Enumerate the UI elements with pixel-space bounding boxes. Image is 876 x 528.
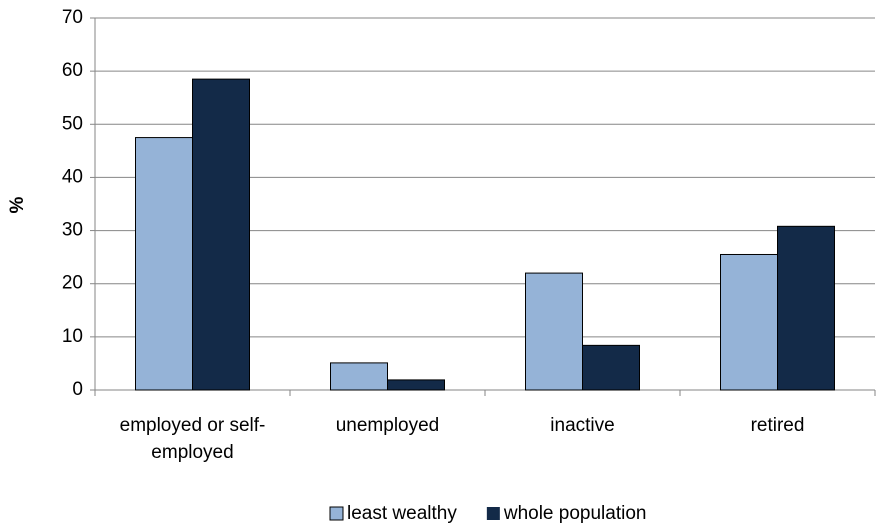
y-tick-label: 0 <box>72 379 83 400</box>
x-tick-label: employed or self-employed <box>119 415 266 463</box>
bar <box>192 78 250 391</box>
x-tick-label: inactive <box>550 415 615 436</box>
legend-label: whole population <box>503 503 647 524</box>
bar <box>525 272 583 391</box>
y-tick-label: 30 <box>62 220 83 241</box>
x-tick-label: unemployed <box>335 415 440 436</box>
bar <box>582 344 640 391</box>
bar <box>387 379 445 391</box>
legend-swatch <box>486 507 500 520</box>
bar <box>720 253 778 391</box>
legend-swatch <box>329 506 344 521</box>
bar <box>777 225 835 391</box>
y-tick-label: 50 <box>62 113 83 134</box>
y-tick-label: 10 <box>62 326 83 347</box>
y-axis-label: % <box>7 196 28 213</box>
y-tick-label: 40 <box>62 166 83 187</box>
x-tick-label: retired <box>750 415 805 436</box>
bar <box>135 137 193 391</box>
bar <box>330 362 388 391</box>
y-tick-label: 20 <box>62 273 83 294</box>
y-tick-label: 60 <box>62 60 83 81</box>
y-tick-label: 70 <box>62 7 83 28</box>
legend-label: least wealthy <box>347 503 457 524</box>
